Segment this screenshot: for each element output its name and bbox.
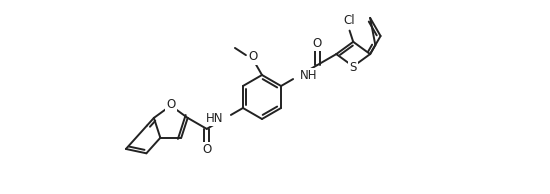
Text: S: S xyxy=(350,61,357,74)
Text: O: O xyxy=(249,50,258,63)
Text: O: O xyxy=(202,143,211,156)
Text: Cl: Cl xyxy=(343,15,355,28)
Text: HN: HN xyxy=(206,112,224,125)
Text: O: O xyxy=(166,98,175,111)
Text: O: O xyxy=(312,37,322,50)
Text: NH: NH xyxy=(300,69,318,82)
